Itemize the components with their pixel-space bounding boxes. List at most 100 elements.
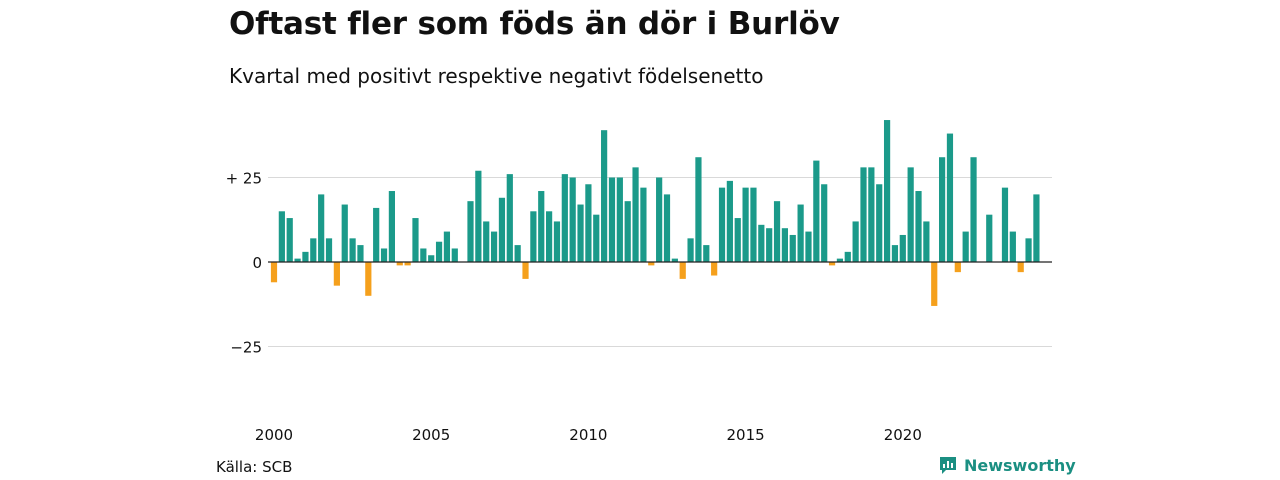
bar — [467, 201, 474, 262]
chart-title: Oftast fler som föds än dör i Burlöv — [229, 6, 840, 42]
bar — [923, 221, 930, 262]
bar — [506, 174, 513, 262]
bar — [412, 218, 419, 262]
x-tick-label: 2015 — [727, 426, 765, 444]
bar — [813, 160, 820, 262]
bar — [797, 204, 804, 262]
bar — [608, 177, 616, 262]
bar — [1025, 238, 1032, 262]
x-axis-tick-labels: 2000 2005 2010 2015 2020 — [255, 426, 922, 444]
bar — [294, 258, 301, 262]
bar — [577, 204, 584, 262]
brand-name: Newsworthy — [964, 455, 1076, 475]
bar — [876, 184, 883, 262]
y-tick-label: −25 — [230, 339, 262, 357]
bar — [632, 167, 639, 262]
bar — [451, 248, 458, 262]
bar — [868, 167, 875, 262]
bar — [671, 258, 678, 262]
bar — [365, 262, 372, 296]
x-tick-label: 2010 — [569, 426, 607, 444]
source-note: Källa: SCB — [216, 458, 293, 476]
bar — [860, 167, 867, 262]
bar — [396, 262, 403, 266]
bar — [420, 248, 427, 262]
bar — [1033, 194, 1040, 262]
bar — [939, 157, 946, 262]
bar — [742, 187, 749, 262]
x-tick-label: 2020 — [884, 426, 922, 444]
bar — [341, 204, 348, 262]
bar — [946, 133, 954, 262]
bar — [286, 218, 293, 262]
bar — [373, 207, 380, 262]
bar — [624, 201, 631, 262]
bar — [663, 194, 671, 262]
bar — [302, 251, 309, 262]
bar — [530, 211, 537, 262]
bars — [270, 120, 1040, 306]
bar — [443, 231, 451, 262]
bar — [718, 187, 726, 262]
bar — [1001, 187, 1009, 262]
bar — [1017, 262, 1024, 273]
bar — [270, 262, 278, 283]
bar — [553, 221, 561, 262]
bar — [907, 167, 914, 262]
y-axis-tick-labels: + 25 0 −25 — [226, 170, 262, 357]
bar — [734, 218, 741, 262]
y-tick-label: + 25 — [226, 170, 262, 188]
bar — [954, 262, 961, 273]
bar — [962, 231, 969, 262]
bar — [640, 187, 647, 262]
bar — [711, 262, 718, 276]
bar — [648, 262, 655, 266]
x-tick-label: 2000 — [255, 426, 293, 444]
bar — [805, 231, 812, 262]
bar — [852, 221, 859, 262]
newsworthy-logo-icon — [940, 457, 956, 474]
y-tick-label: 0 — [252, 254, 262, 272]
bar — [601, 130, 608, 262]
bar — [538, 191, 545, 262]
bar — [687, 238, 694, 262]
bar — [475, 170, 482, 262]
bar — [357, 245, 364, 262]
bar — [891, 245, 899, 262]
bar — [836, 258, 844, 262]
bar — [593, 214, 600, 262]
bar — [695, 157, 702, 262]
bar — [703, 245, 710, 262]
bar — [899, 234, 906, 262]
bar — [915, 191, 922, 262]
x-tick-label: 2005 — [412, 426, 450, 444]
bar — [766, 228, 773, 262]
bar — [970, 157, 977, 262]
bar — [986, 214, 993, 262]
bar — [310, 238, 317, 262]
bar — [616, 177, 623, 262]
bar — [679, 262, 686, 279]
bar — [844, 251, 851, 262]
bar — [349, 238, 356, 262]
chart-subtitle: Kvartal med positivt respektive negativt… — [229, 64, 764, 88]
bar — [278, 211, 285, 262]
bar — [585, 184, 592, 262]
bar — [514, 245, 521, 262]
bar — [388, 191, 395, 262]
bar — [428, 255, 435, 262]
bar — [498, 197, 506, 262]
bar — [546, 211, 553, 262]
bar — [435, 241, 443, 262]
bar — [1009, 231, 1016, 262]
bar — [931, 262, 938, 306]
bar — [325, 238, 333, 262]
bar — [781, 228, 788, 262]
brand-logo[interactable]: Newsworthy — [938, 455, 1076, 475]
bar — [483, 221, 490, 262]
bar — [726, 180, 733, 262]
bar — [569, 177, 576, 262]
bar — [773, 201, 781, 262]
bar — [522, 262, 529, 279]
bar — [404, 262, 411, 266]
